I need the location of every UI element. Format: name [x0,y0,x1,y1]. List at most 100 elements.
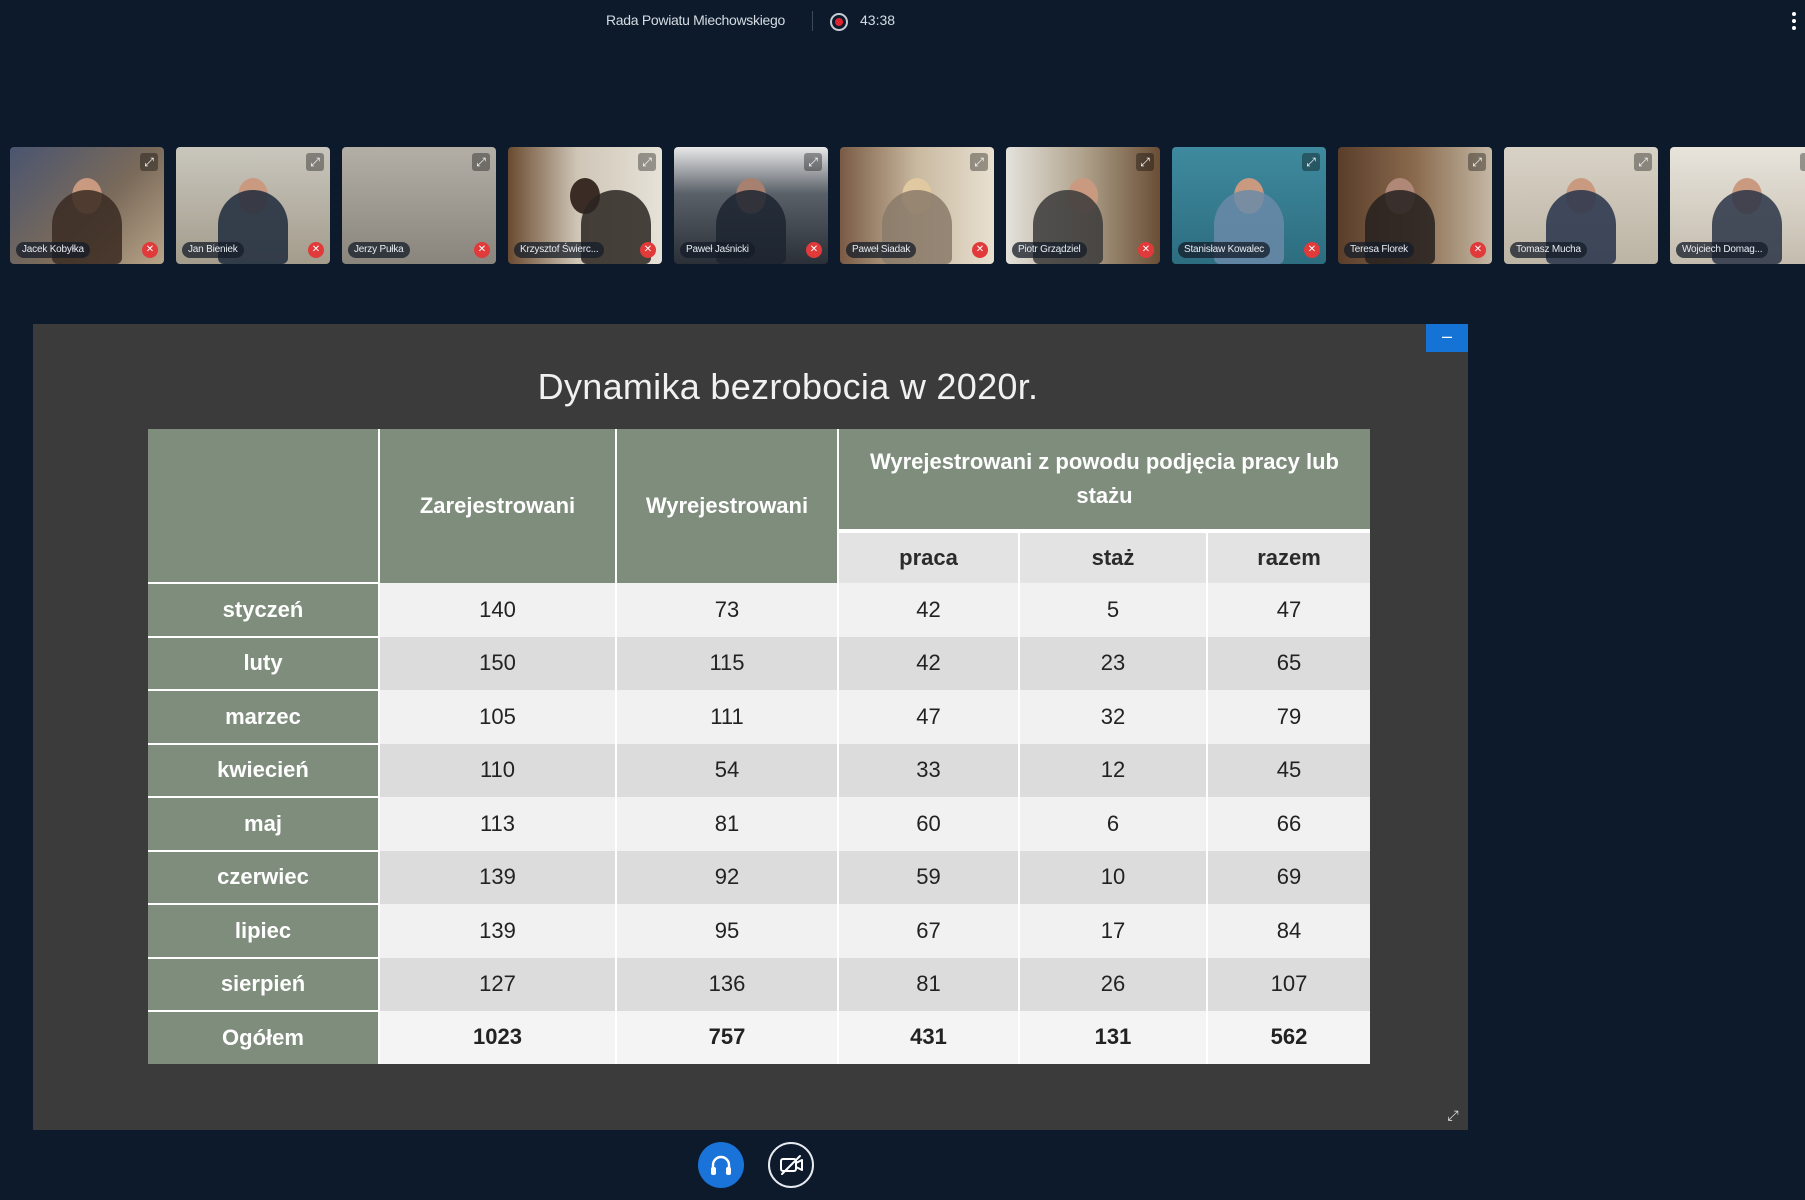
cell-work: 47 [837,690,1019,744]
cell-total: 84 [1206,904,1370,958]
row-month: kwiecień [148,742,379,797]
row-month: luty [148,635,379,690]
expand-icon[interactable]: ⤢ [970,153,988,171]
cell-internship: 12 [1018,743,1207,797]
table-row: kwiecień 110 54 33 12 45 [148,742,1370,797]
participant-tile[interactable]: ⤢ Jerzy Pułka ✕ [342,147,496,264]
mic-off-icon: ✕ [142,242,158,258]
header-registered: Zarejestrowani [378,429,616,583]
expand-icon[interactable]: ⤢ [1634,153,1652,171]
expand-icon[interactable]: ⤢ [638,153,656,171]
participant-name: Krzysztof Świerc... [514,242,605,258]
expand-icon[interactable]: ⤢ [1136,153,1154,171]
cell-registered: 139 [378,904,616,958]
cell-work: 81 [837,957,1019,1011]
row-month: czerwiec [148,849,379,904]
video-off-icon [780,1155,803,1175]
row-month: lipiec [148,903,379,958]
cell-work: 67 [837,904,1019,958]
headphones-icon [711,1155,731,1175]
slide-title-text: Dynamika bezrobocia w 2020r. [537,366,1039,407]
mic-off-icon: ✕ [640,242,656,258]
table-row: maj 113 81 60 6 66 [148,796,1370,851]
table-row: marzec 105 111 47 32 79 [148,689,1370,744]
cell-work: 33 [837,743,1019,797]
cell-total: 45 [1206,743,1370,797]
mic-off-icon: ✕ [1470,242,1486,258]
participant-tile[interactable]: ⤢ Jan Bieniek ✕ [176,147,330,264]
row-month: maj [148,796,379,851]
meeting-timer: 43:38 [860,12,896,28]
total-registered: 1023 [378,1011,616,1064]
cell-registered: 110 [378,743,616,797]
row-total-label: Ogółem [148,1010,379,1064]
participant-name: Paweł Siadak [846,242,917,258]
cell-registered: 139 [378,850,616,904]
cell-internship: 23 [1018,636,1207,690]
expand-icon[interactable]: ⤢ [472,153,490,171]
participant-name: Jacek Kobyłka [16,242,90,258]
audio-button[interactable] [698,1142,744,1188]
table-row: sierpień 127 136 81 26 107 [148,956,1370,1011]
participant-tile[interactable]: ⤢ Tomasz Mucha [1504,147,1658,264]
total-internship: 131 [1018,1011,1207,1064]
participant-tile[interactable]: ⤢ Stanisław Kowalec ✕ [1172,147,1326,264]
header-work: praca [837,529,1019,583]
expand-icon[interactable]: ⤢ [804,153,822,171]
table-row: styczeń 140 73 42 5 47 [148,582,1370,637]
participant-name: Piotr Grządziel [1012,242,1087,258]
cell-deregistered: 81 [615,797,838,851]
cell-deregistered: 73 [615,583,838,637]
table-row: lipiec 139 95 67 17 84 [148,903,1370,958]
row-month: styczeń [148,582,379,637]
participant-tile[interactable]: ⤢ Paweł Siadak ✕ [840,147,994,264]
cell-total: 66 [1206,797,1370,851]
participant-name: Teresa Florek [1344,242,1414,258]
participant-name: Paweł Jaśnicki [680,242,755,258]
cell-work: 59 [837,850,1019,904]
expand-icon[interactable]: ⤢ [140,153,158,171]
row-month: marzec [148,689,379,744]
header-deregistered: Wyrejestrowani [615,429,838,583]
table-row: czerwiec 139 92 59 10 69 [148,849,1370,904]
expand-icon[interactable]: ⤢ [1800,153,1805,171]
total-work: 431 [837,1011,1019,1064]
expand-icon[interactable]: ⤢ [306,153,324,171]
cell-total: 79 [1206,690,1370,744]
cell-work: 42 [837,583,1019,637]
expand-icon[interactable]: ⤢ [1468,153,1486,171]
participant-name: Wojciech Domag... [1676,242,1769,258]
cell-registered: 150 [378,636,616,690]
expand-icon[interactable]: ⤢ [1302,153,1320,171]
cell-internship: 5 [1018,583,1207,637]
mic-off-icon: ✕ [972,242,988,258]
mic-off-icon: ✕ [308,242,324,258]
cell-internship: 17 [1018,904,1207,958]
participant-tile[interactable]: ⤢ Krzysztof Świerc... ✕ [508,147,662,264]
participant-tile[interactable]: ⤢ Wojciech Domag... [1670,147,1805,264]
cell-internship: 6 [1018,797,1207,851]
cell-internship: 10 [1018,850,1207,904]
participant-tile[interactable]: ⤢ Jacek Kobyłka ✕ [10,147,164,264]
participant-tile[interactable]: ⤢ Teresa Florek ✕ [1338,147,1492,264]
table-row: luty 150 115 42 23 65 [148,635,1370,690]
top-bar: Rada Powiatu Miechowskiego 43:38 [0,0,1805,46]
video-button[interactable] [768,1142,814,1188]
fullscreen-icon[interactable]: ⤢ [1447,1107,1459,1123]
cell-total: 107 [1206,957,1370,1011]
divider [812,11,813,31]
participant-tile[interactable]: ⤢ Piotr Grządziel ✕ [1006,147,1160,264]
mic-off-icon: ✕ [806,242,822,258]
cell-deregistered: 111 [615,690,838,744]
participant-tile[interactable]: ⤢ Paweł Jaśnicki ✕ [674,147,828,264]
minimize-icon[interactable]: – [1426,324,1468,352]
cell-total: 47 [1206,583,1370,637]
more-vertical-icon[interactable] [1791,12,1797,34]
cell-total: 69 [1206,850,1370,904]
cell-deregistered: 54 [615,743,838,797]
participant-name: Stanisław Kowalec [1178,242,1270,258]
cell-internship: 32 [1018,690,1207,744]
total-deregistered: 757 [615,1011,838,1064]
cell-deregistered: 95 [615,904,838,958]
unemployment-table: Zarejestrowani Wyrejestrowani Wyrejestro… [148,429,1370,1064]
